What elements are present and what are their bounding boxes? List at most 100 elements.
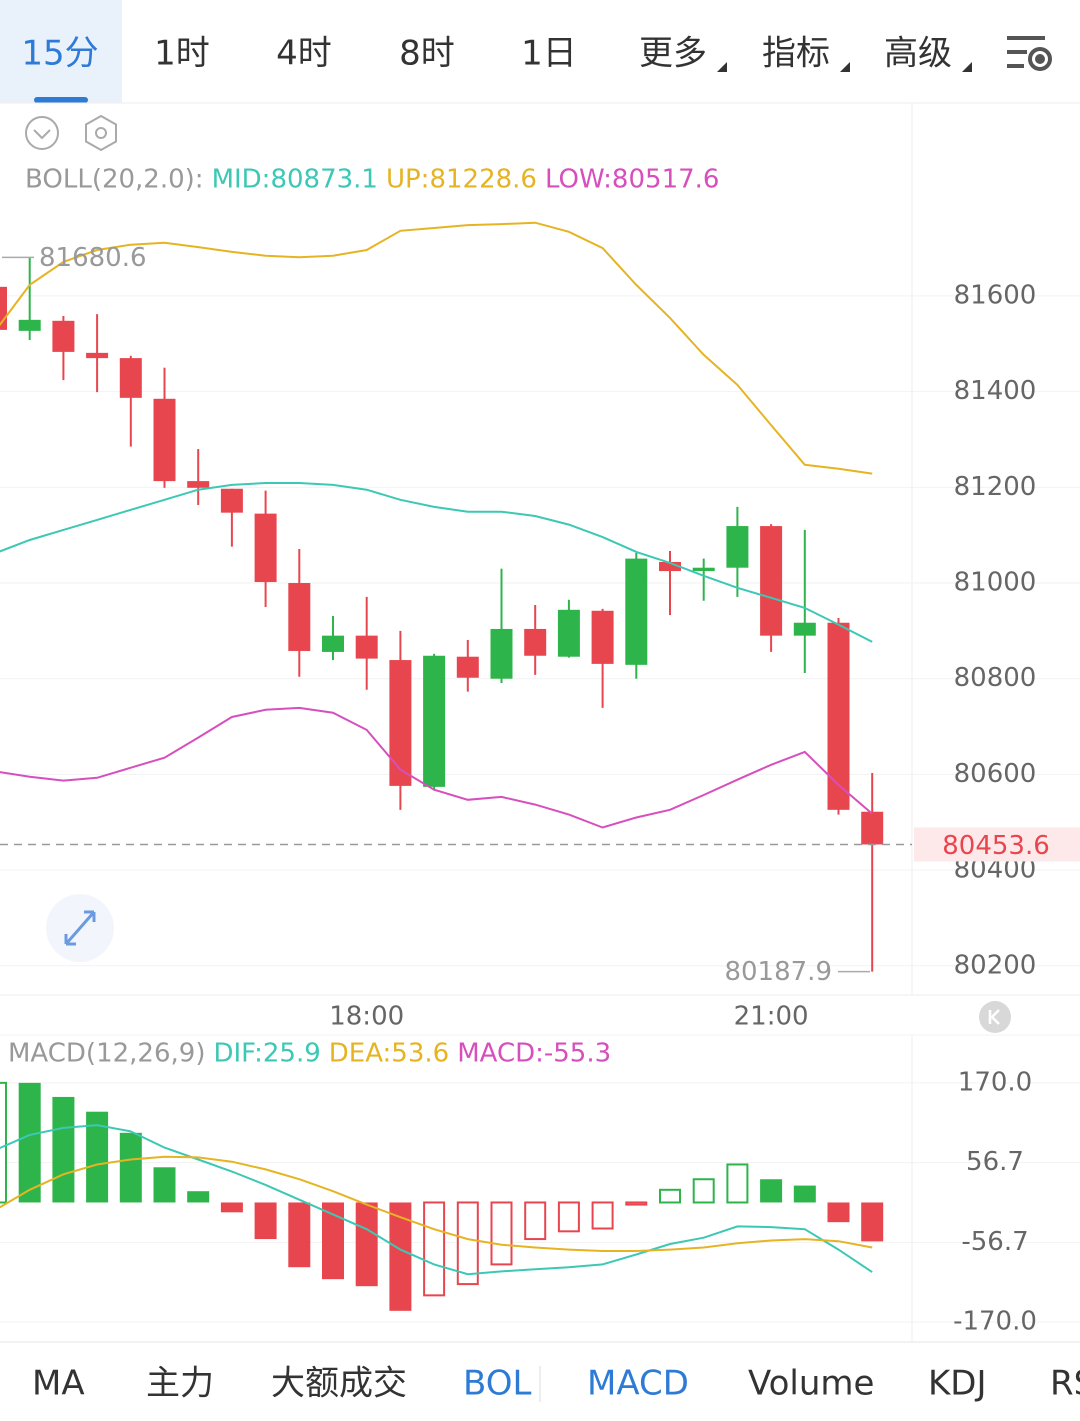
- candle-body: [389, 660, 412, 786]
- macd-bar: [52, 1096, 75, 1203]
- y-tick-label: 81000: [954, 568, 1037, 598]
- y-tick-label: -56.7: [961, 1227, 1028, 1257]
- candle-body: [625, 558, 648, 665]
- candle-body: [52, 320, 75, 352]
- timeframe-tab[interactable]: 高级: [884, 34, 952, 74]
- active-tab-underline: [34, 97, 88, 103]
- indicator-tab[interactable]: RSI: [1050, 1364, 1080, 1404]
- candle-body: [322, 635, 344, 652]
- timeframe-tab[interactable]: 15分: [21, 34, 98, 74]
- candle-body: [591, 610, 614, 664]
- y-tick-label: 170.0: [958, 1067, 1032, 1097]
- macd-bar: [726, 1163, 749, 1204]
- indicator-tab[interactable]: 主力: [146, 1364, 214, 1404]
- candle-body: [18, 319, 41, 331]
- macd-bar: [288, 1202, 311, 1268]
- macd-bar: [18, 1082, 41, 1203]
- timeframe-tab[interactable]: 8时: [399, 34, 455, 74]
- y-tick-label: 81600: [954, 280, 1037, 310]
- macd-bar: [187, 1191, 210, 1203]
- y-tick-label: 80200: [954, 950, 1037, 980]
- x-tick-label: 21:00: [734, 1002, 809, 1032]
- legend-label: MID:80873.1: [212, 165, 378, 195]
- macd-line: [0, 1124, 873, 1276]
- settings-hex-icon[interactable]: [85, 114, 117, 152]
- y-tick-label: 56.7: [966, 1147, 1024, 1177]
- macd-line: [0, 1155, 873, 1252]
- macd-bar: [625, 1201, 648, 1206]
- candle-body: [524, 628, 547, 656]
- candle-body: [793, 622, 816, 636]
- macd-bar: [389, 1202, 412, 1311]
- y-tick-label: 80600: [954, 759, 1037, 789]
- macd-bar: [355, 1202, 378, 1287]
- macd-bar: [423, 1201, 446, 1297]
- macd-bar: [760, 1179, 783, 1203]
- candle-body: [692, 567, 715, 572]
- candle-body: [288, 583, 311, 651]
- boll-line: [0, 482, 873, 643]
- macd-bar: [861, 1202, 884, 1242]
- candle-body: [490, 628, 513, 679]
- y-tick-label: 80800: [954, 663, 1037, 693]
- indicator-tab[interactable]: KDJ: [928, 1364, 987, 1404]
- indicator-tab[interactable]: 大额成交: [271, 1364, 407, 1404]
- active-tab-bg: [0, 0, 122, 103]
- timeframe-tab[interactable]: 4时: [276, 34, 332, 74]
- indicator-tab[interactable]: BOL: [463, 1364, 531, 1404]
- last-price-box: [914, 827, 1080, 862]
- macd-bar: [591, 1201, 614, 1230]
- timeframe-tab[interactable]: 指标: [762, 34, 830, 74]
- macd-bar: [86, 1111, 109, 1203]
- settings-icon[interactable]: [1007, 36, 1052, 71]
- collapse-icon[interactable]: [25, 116, 59, 150]
- indicator-tab[interactable]: MACD: [587, 1364, 689, 1404]
- candle-body: [861, 811, 884, 845]
- candle-body: [220, 488, 243, 513]
- legend-label: BOLL(20,2.0):: [25, 165, 204, 195]
- high-marker-label: 81680.6: [39, 243, 147, 273]
- fullscreen-button[interactable]: [46, 894, 114, 962]
- macd-bar: [793, 1185, 816, 1203]
- candle-body: [0, 286, 7, 330]
- timeframe-tab[interactable]: 1日: [521, 34, 577, 74]
- candle-body: [827, 622, 850, 810]
- macd-bar: [119, 1132, 142, 1203]
- legend-label: MACD(12,26,9): [8, 1039, 205, 1069]
- macd-bar: [827, 1202, 850, 1223]
- boll-line: [0, 221, 873, 475]
- legend-label: DEA:53.6: [329, 1039, 449, 1069]
- indicator-tab[interactable]: MA: [32, 1364, 85, 1404]
- candle-body: [86, 352, 109, 359]
- y-tick-label: 81400: [954, 376, 1037, 406]
- legend-label: MACD:-55.3: [457, 1039, 611, 1069]
- macd-bar: [220, 1202, 243, 1213]
- legend-label: DIF:25.9: [213, 1039, 320, 1069]
- macd-bar: [659, 1188, 681, 1204]
- macd-bar: [0, 1081, 7, 1204]
- last-price-label: 80453.6: [942, 831, 1050, 861]
- macd-bar: [153, 1167, 176, 1203]
- candle-body: [355, 635, 378, 659]
- macd-bar: [524, 1201, 547, 1241]
- boll-line: [0, 706, 873, 829]
- macd-bar: [557, 1201, 580, 1233]
- candle-body: [423, 655, 446, 787]
- timeframe-tab[interactable]: 1时: [154, 34, 210, 74]
- dropdown-arrow: [962, 62, 972, 72]
- scroll-latest-button[interactable]: [979, 1001, 1011, 1033]
- candle-body: [760, 526, 783, 636]
- y-tick-label: 81200: [954, 472, 1037, 502]
- macd-bar: [456, 1201, 479, 1286]
- candle-body: [456, 656, 479, 678]
- indicator-tab[interactable]: Volume: [748, 1364, 874, 1404]
- legend-label: UP:81228.6: [386, 165, 537, 195]
- legend-label: LOW:80517.6: [545, 165, 719, 195]
- dropdown-arrow: [717, 62, 727, 72]
- candle-body: [659, 561, 681, 572]
- candle-body: [254, 513, 277, 583]
- x-tick-label: 18:00: [329, 1002, 404, 1032]
- timeframe-tab[interactable]: 更多: [639, 34, 707, 74]
